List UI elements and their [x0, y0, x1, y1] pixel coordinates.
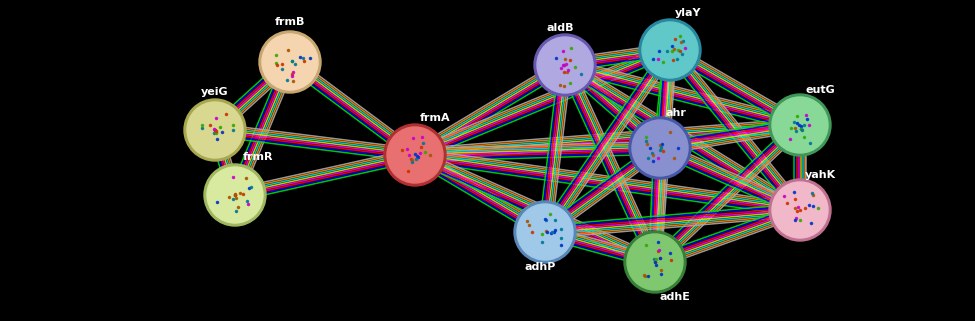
Circle shape [772, 97, 828, 153]
Text: frmR: frmR [243, 152, 274, 162]
Text: eutG: eutG [805, 85, 835, 95]
Circle shape [632, 120, 688, 176]
Circle shape [207, 167, 263, 223]
Text: frmB: frmB [275, 17, 305, 27]
Circle shape [387, 127, 443, 183]
Circle shape [184, 99, 246, 161]
Circle shape [627, 234, 683, 290]
Text: ahr: ahr [665, 108, 685, 118]
Text: frmA: frmA [420, 113, 450, 123]
Circle shape [187, 102, 243, 158]
Circle shape [769, 94, 831, 156]
Text: yeiG: yeiG [201, 87, 229, 97]
Text: ylaY: ylaY [675, 8, 701, 18]
Circle shape [629, 117, 691, 179]
Circle shape [639, 19, 701, 81]
Circle shape [624, 231, 686, 293]
Circle shape [772, 182, 828, 238]
Text: aldB: aldB [546, 23, 573, 33]
Text: yahK: yahK [805, 170, 837, 180]
Circle shape [259, 31, 321, 93]
Circle shape [384, 124, 446, 186]
Circle shape [534, 34, 596, 96]
Circle shape [204, 164, 266, 226]
Circle shape [769, 179, 831, 241]
Circle shape [642, 22, 698, 78]
Circle shape [514, 201, 576, 263]
Text: adhE: adhE [660, 292, 691, 302]
Text: adhP: adhP [525, 262, 556, 272]
Circle shape [537, 37, 593, 93]
Circle shape [262, 34, 318, 90]
Circle shape [517, 204, 573, 260]
